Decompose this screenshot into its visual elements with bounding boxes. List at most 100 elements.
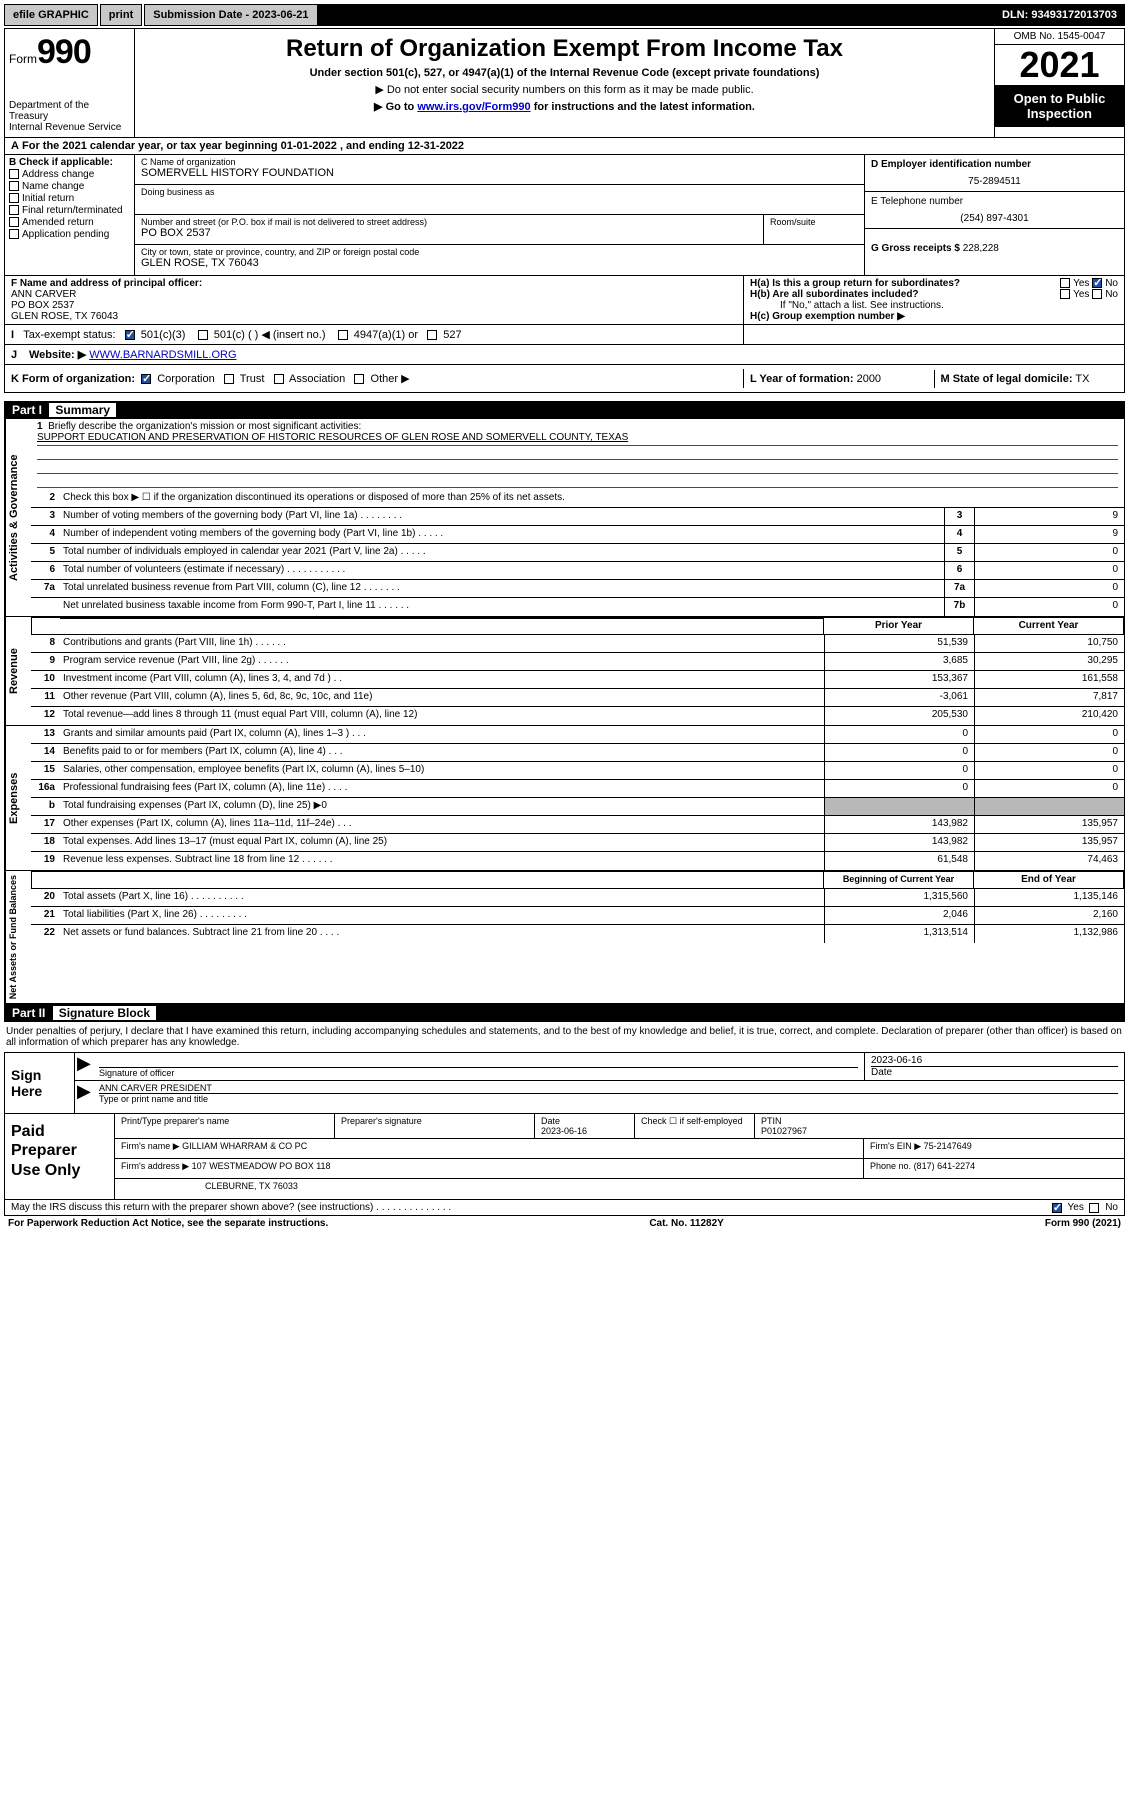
street-cell: Number and street (or P.O. box if mail i… — [135, 215, 764, 244]
line-l: L Year of formation: 2000 — [744, 370, 935, 388]
form-subtitle-3: ▶ Go to www.irs.gov/Form990 for instruct… — [143, 100, 986, 113]
line-klm: K Form of organization: Corporation Trus… — [4, 365, 1125, 393]
website-link[interactable]: WWW.BARNARDSMILL.ORG — [89, 349, 236, 361]
governance-body: 1 Briefly describe the organization's mi… — [31, 419, 1124, 616]
prep-date-val: 2023-06-16 — [541, 1126, 587, 1136]
may-irs-no[interactable] — [1089, 1203, 1099, 1213]
dln: DLN: 93493172013703 — [994, 4, 1125, 26]
table-row: 8Contributions and grants (Part VIII, li… — [31, 635, 1124, 653]
sign-here-right: ▶ Signature of officer 2023-06-16 Date ▶… — [75, 1053, 1124, 1113]
col-current-year: Current Year — [973, 618, 1123, 634]
vlabel-revenue: Revenue — [5, 617, 31, 725]
officer-name: ANN CARVER — [11, 289, 76, 300]
table-row: 14Benefits paid to or for members (Part … — [31, 744, 1124, 762]
chk-trust[interactable] — [224, 374, 234, 384]
form-subtitle-2: ▶ Do not enter social security numbers o… — [143, 83, 986, 96]
chk-label-2: Initial return — [22, 193, 74, 204]
chk-initial-return[interactable]: Initial return — [9, 193, 130, 204]
chk-name-change[interactable]: Name change — [9, 181, 130, 192]
chk-other[interactable] — [354, 374, 364, 384]
officer-label: F Name and address of principal officer: — [11, 278, 202, 289]
prep-row-4: CLEBURNE, TX 76033 — [115, 1179, 1124, 1199]
mission-line-2 — [37, 446, 1118, 460]
line-i-left: I Tax-exempt status: 501(c)(3) 501(c) ( … — [5, 325, 744, 344]
hc-text: H(c) Group exemption number ▶ — [750, 311, 905, 322]
chk-4947[interactable] — [338, 330, 348, 340]
part-i-header: Part I Summary — [4, 401, 1125, 419]
chk-527[interactable] — [427, 330, 437, 340]
line-k: K Form of organization: Corporation Trus… — [5, 369, 744, 388]
line-lm: L Year of formation: 2000 M State of leg… — [744, 370, 1124, 388]
table-row: 11Other revenue (Part VIII, column (A), … — [31, 689, 1124, 707]
table-row: 7aTotal unrelated business revenue from … — [31, 580, 1124, 598]
firm-phone-label: Phone no. — [870, 1161, 911, 1171]
ptin-hdr: PTIN — [761, 1116, 782, 1126]
prep-date-hdr: Date — [541, 1116, 560, 1126]
revenue-header-row: Prior Year Current Year — [31, 617, 1124, 635]
table-row: Net unrelated business taxable income fr… — [31, 598, 1124, 616]
h-b: H(b) Are all subordinates included? Yes … — [750, 289, 1118, 300]
mission-text: SUPPORT EDUCATION AND PRESERVATION OF HI… — [37, 432, 1118, 446]
ptin-val: P01027967 — [761, 1126, 807, 1136]
info-right: D Employer identification number 75-2894… — [864, 155, 1124, 275]
h-a: H(a) Is this a group return for subordin… — [750, 278, 1118, 289]
prep-sig-hdr: Preparer's signature — [335, 1114, 535, 1138]
city-cell: City or town, state or province, country… — [135, 245, 864, 275]
prep-row-3: Firm's address ▶ 107 WESTMEADOW PO BOX 1… — [115, 1159, 1124, 1179]
chk-address-change[interactable]: Address change — [9, 169, 130, 180]
prep-row-2: Firm's name ▶ GILLIAM WHARRAM & CO PC Fi… — [115, 1139, 1124, 1159]
header-mid: Return of Organization Exempt From Incom… — [135, 29, 994, 137]
chk-final-return[interactable]: Final return/terminated — [9, 205, 130, 216]
form-org-label: K Form of organization: — [11, 373, 135, 385]
chk-501c[interactable] — [198, 330, 208, 340]
prep-row-1: Print/Type preparer's name Preparer's si… — [115, 1114, 1124, 1139]
efile-graphic-button[interactable]: efile GRAPHIC — [4, 4, 98, 26]
footer-mid: Cat. No. 11282Y — [649, 1218, 723, 1229]
firm-phone-val: (817) 641-2274 — [914, 1161, 976, 1171]
opt-assoc: Association — [289, 373, 345, 385]
chk-assoc[interactable] — [274, 374, 284, 384]
dba-label: Doing business as — [141, 187, 858, 197]
table-row: 17Other expenses (Part IX, column (A), l… — [31, 816, 1124, 834]
print-button[interactable]: print — [100, 4, 142, 26]
opt-other: Other ▶ — [371, 373, 410, 385]
chk-application-pending[interactable]: Application pending — [9, 229, 130, 240]
hb-no[interactable] — [1092, 289, 1102, 299]
chk-corp[interactable] — [141, 374, 151, 384]
no-label-2: No — [1105, 289, 1118, 300]
firm-name-val: GILLIAM WHARRAM & CO PC — [182, 1141, 307, 1151]
arrow-icon: ▶ — [75, 1053, 93, 1080]
table-row: 19Revenue less expenses. Subtract line 1… — [31, 852, 1124, 870]
chk-amended-return[interactable]: Amended return — [9, 217, 130, 228]
form-number: Form990 — [9, 33, 130, 72]
section-net-assets: Net Assets or Fund Balances Beginning of… — [4, 871, 1125, 1004]
irs-link[interactable]: www.irs.gov/Form990 — [417, 101, 530, 113]
ha-text: H(a) Is this a group return for subordin… — [750, 278, 960, 289]
revenue-body: Prior Year Current Year 8Contributions a… — [31, 617, 1124, 725]
header-left: Form990 Department of the Treasury Inter… — [5, 29, 135, 137]
ha-no[interactable] — [1092, 278, 1102, 288]
prep-date-cell: Date2023-06-16 — [535, 1114, 635, 1138]
part-i-label: Part I — [12, 403, 42, 417]
line-m: M State of legal domicile: TX — [935, 370, 1125, 388]
ha-yes[interactable] — [1060, 278, 1070, 288]
omb-number: OMB No. 1545-0047 — [995, 29, 1124, 45]
firm-phone-cell: Phone no. (817) 641-2274 — [864, 1159, 1124, 1178]
yes-label: Yes — [1073, 278, 1089, 289]
hb-yes[interactable] — [1060, 289, 1070, 299]
officer-name-label: Type or print name and title — [99, 1093, 1118, 1104]
yes-label-3: Yes — [1068, 1202, 1084, 1213]
sign-here-block: Sign Here ▶ Signature of officer 2023-06… — [4, 1053, 1125, 1114]
box-d: D Employer identification number 75-2894… — [865, 155, 1124, 192]
department: Department of the Treasury Internal Reve… — [9, 100, 130, 133]
website-label: Website: ▶ — [29, 348, 86, 361]
no-label-3: No — [1105, 1202, 1118, 1213]
city-label: City or town, state or province, country… — [141, 247, 858, 257]
q2-row: 2Check this box ▶ ☐ if the organization … — [31, 490, 1124, 508]
table-row: 15Salaries, other compensation, employee… — [31, 762, 1124, 780]
part-ii-title: Signature Block — [53, 1006, 156, 1020]
officer-addr2: GLEN ROSE, TX 76043 — [11, 311, 118, 322]
chk-501c3[interactable] — [125, 330, 135, 340]
may-irs-yes[interactable] — [1052, 1203, 1062, 1213]
date-label: Date — [871, 1066, 1118, 1078]
